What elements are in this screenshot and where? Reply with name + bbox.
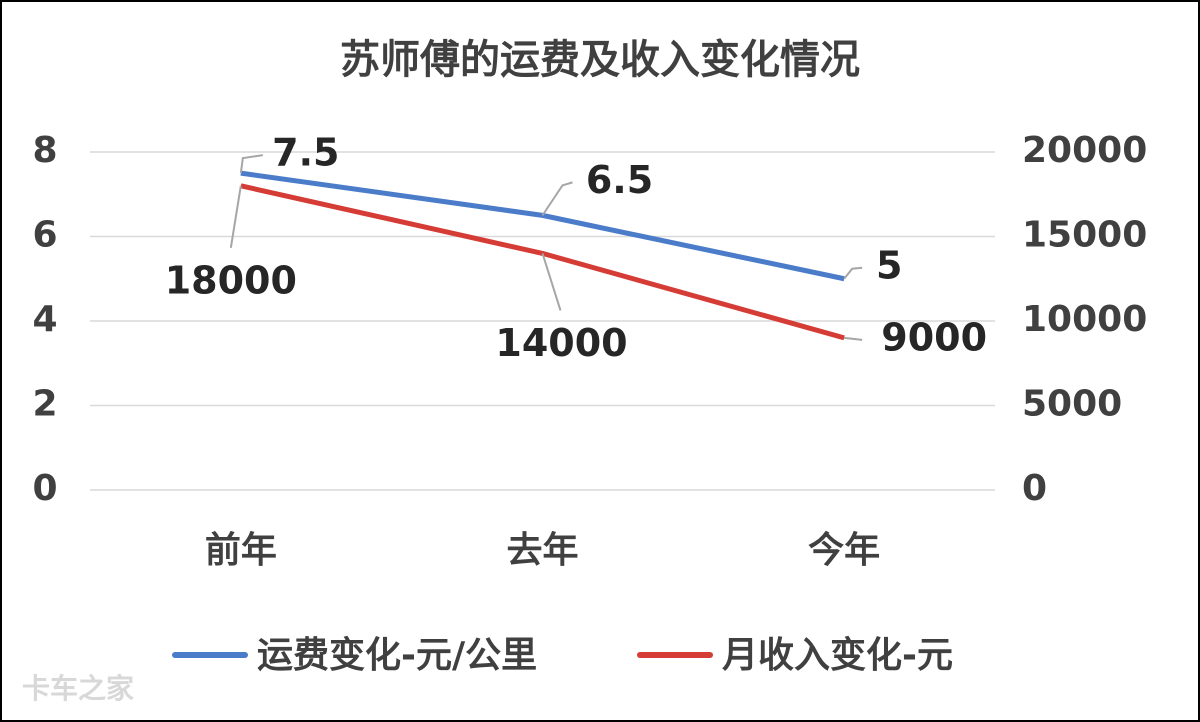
y-tick-label: 0 — [32, 468, 57, 509]
x-tick-label: 去年 — [506, 530, 578, 571]
y-tick-label: 6 — [32, 215, 57, 256]
y2-tick-label: 5000 — [1022, 384, 1122, 425]
data-label: 5 — [876, 243, 902, 287]
data-label: 9000 — [881, 315, 987, 359]
leader-line — [541, 253, 562, 311]
y2-tick-label: 20000 — [1022, 130, 1147, 171]
legend-label: 运费变化-元/公里 — [257, 634, 537, 676]
leader-line — [239, 154, 263, 174]
y-tick-label: 4 — [32, 299, 57, 340]
watermark: 卡车之家 — [22, 672, 134, 705]
y2-tick-label: 15000 — [1022, 215, 1147, 256]
y2-tick-label: 10000 — [1022, 299, 1147, 340]
y-tick-label: 2 — [32, 384, 57, 425]
data-label: 7.5 — [272, 131, 339, 175]
leader-line — [541, 181, 573, 216]
chart-title: 苏师傅的运费及收入变化情况 — [340, 37, 860, 83]
x-tick-label: 前年 — [205, 530, 277, 571]
legend-label: 月收入变化-元 — [722, 634, 953, 676]
x-tick-label: 今年 — [808, 530, 880, 571]
data-label: 14000 — [495, 321, 627, 365]
y2-tick-label: 0 — [1022, 468, 1047, 509]
leader-line — [843, 266, 863, 280]
leader-line — [229, 185, 242, 248]
leader-line — [844, 336, 863, 341]
y-tick-label: 8 — [32, 130, 57, 171]
data-label: 18000 — [165, 258, 297, 302]
data-label: 6.5 — [586, 158, 653, 202]
